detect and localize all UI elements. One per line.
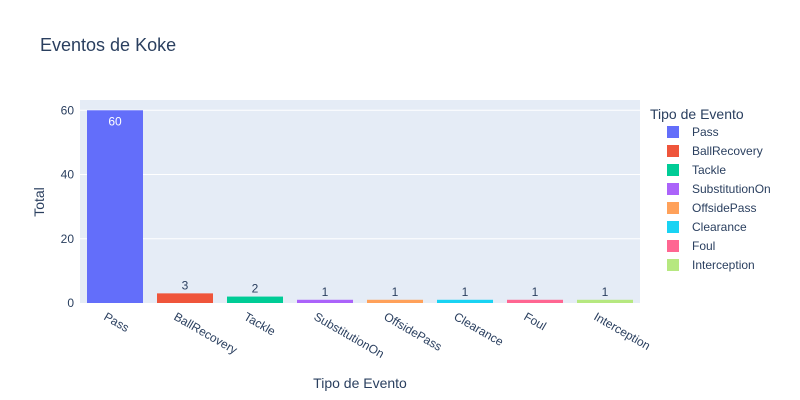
legend-swatch[interactable]: [667, 221, 679, 233]
bar-labels: 60 3 2 1 1 1 1 1: [108, 114, 608, 299]
legend-swatch[interactable]: [667, 259, 679, 271]
legend-swatch[interactable]: [667, 145, 679, 157]
legend-item-label[interactable]: Interception: [692, 258, 755, 272]
bar-value-label: 1: [322, 285, 329, 299]
legend-swatch[interactable]: [667, 164, 679, 176]
bars: [87, 110, 633, 304]
bar-interception[interactable]: [577, 299, 633, 303]
bar-value-label: 1: [532, 285, 539, 299]
bar-pass[interactable]: [87, 110, 143, 304]
bar-value-label: 1: [462, 285, 469, 299]
bar-tackle[interactable]: [227, 296, 283, 303]
y-tick-label: 0: [67, 296, 74, 310]
y-tick-label: 20: [61, 232, 75, 246]
bar-substitutionon[interactable]: [297, 299, 353, 303]
legend-item-label[interactable]: SubstitutionOn: [692, 182, 771, 196]
bar-value-label: 1: [392, 285, 399, 299]
legend-swatch[interactable]: [667, 183, 679, 195]
y-axis-ticks: 0 20 40 60: [61, 103, 75, 310]
legend-item-label[interactable]: Pass: [692, 125, 719, 139]
legend-item-label[interactable]: BallRecovery: [692, 144, 763, 158]
legend-swatch[interactable]: [667, 202, 679, 214]
bar-value-label: 3: [182, 278, 189, 292]
legend-item-label[interactable]: Clearance: [692, 220, 747, 234]
y-tick-label: 40: [61, 168, 75, 182]
bar-clearance[interactable]: [437, 299, 493, 303]
y-tick-label: 60: [61, 103, 75, 117]
bar-value-label: 1: [602, 285, 609, 299]
chart-title: Eventos de Koke: [40, 35, 176, 55]
legend-title: Tipo de Evento: [650, 106, 744, 122]
plot-area: [80, 100, 640, 303]
bar-foul[interactable]: [507, 299, 563, 303]
x-axis-title: Tipo de Evento: [313, 375, 407, 391]
legend-item-label[interactable]: OffsidePass: [692, 201, 756, 215]
legend-item-label[interactable]: Foul: [692, 239, 715, 253]
bar-ballrecovery[interactable]: [157, 293, 213, 303]
gridlines: [80, 109, 640, 240]
bar-value-label: 2: [252, 282, 259, 296]
legend-item-label[interactable]: Tackle: [692, 163, 726, 177]
y-axis-title: Total: [31, 187, 47, 217]
legend-swatch[interactable]: [667, 240, 679, 252]
legend-swatch[interactable]: [667, 126, 679, 138]
bar-offsidepass[interactable]: [367, 299, 423, 303]
bar-value-label: 60: [108, 114, 122, 128]
legend: Tipo de Evento Pass BallRecovery Tackle Sub…: [650, 106, 771, 272]
